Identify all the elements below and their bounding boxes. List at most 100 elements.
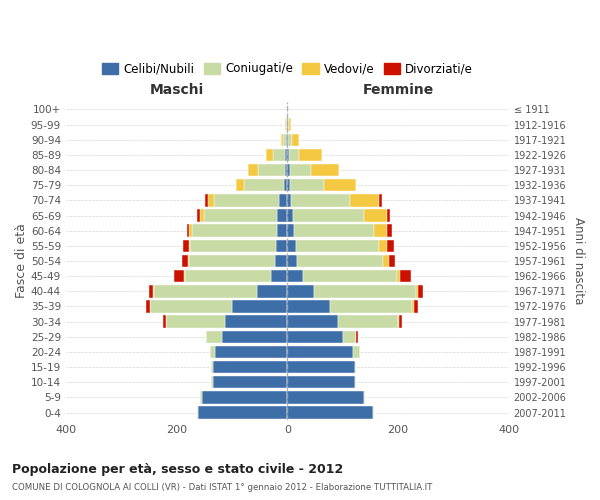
Bar bbox=[296, 240, 379, 252]
Bar bbox=[200, 391, 202, 404]
Bar bbox=[190, 240, 276, 252]
Text: COMUNE DI COLOGNOLA AI COLLI (VR) - Dati ISTAT 1° gennaio 2012 - Elaborazione TU: COMUNE DI COLOGNOLA AI COLLI (VR) - Dati… bbox=[12, 484, 433, 492]
Bar bbox=[166, 316, 226, 328]
Bar bbox=[266, 148, 273, 161]
Bar bbox=[379, 240, 387, 252]
Bar bbox=[215, 346, 287, 358]
Bar bbox=[184, 270, 185, 282]
Bar bbox=[204, 210, 277, 222]
Bar bbox=[287, 376, 355, 388]
Bar bbox=[389, 255, 395, 267]
Bar bbox=[412, 300, 413, 312]
Bar bbox=[311, 164, 340, 176]
Bar bbox=[290, 194, 350, 206]
Bar bbox=[287, 134, 289, 146]
Bar bbox=[364, 391, 365, 404]
Bar bbox=[293, 210, 364, 222]
Bar bbox=[244, 179, 284, 192]
Bar bbox=[286, 134, 287, 146]
Bar bbox=[257, 285, 287, 298]
Bar bbox=[226, 316, 287, 328]
Bar bbox=[287, 240, 296, 252]
Bar bbox=[287, 224, 294, 237]
Bar bbox=[211, 361, 212, 374]
Bar bbox=[214, 194, 279, 206]
Bar bbox=[279, 194, 287, 206]
Bar bbox=[289, 134, 292, 146]
Bar bbox=[287, 316, 338, 328]
Bar bbox=[287, 391, 364, 404]
Text: Femmine: Femmine bbox=[362, 84, 434, 98]
Bar bbox=[182, 240, 190, 252]
Bar bbox=[286, 118, 287, 131]
Bar bbox=[399, 316, 402, 328]
Bar bbox=[287, 210, 293, 222]
Bar bbox=[232, 300, 287, 312]
Bar bbox=[281, 134, 283, 146]
Bar bbox=[383, 255, 389, 267]
Bar bbox=[343, 330, 356, 343]
Bar bbox=[355, 361, 356, 374]
Bar bbox=[294, 224, 374, 237]
Bar bbox=[185, 270, 271, 282]
Bar bbox=[398, 316, 399, 328]
Bar bbox=[288, 118, 289, 131]
Bar bbox=[275, 255, 287, 267]
Bar bbox=[187, 224, 190, 237]
Bar bbox=[287, 148, 289, 161]
Bar bbox=[212, 361, 287, 374]
Bar bbox=[211, 376, 212, 388]
Bar bbox=[287, 361, 355, 374]
Bar bbox=[416, 285, 418, 298]
Bar bbox=[292, 134, 299, 146]
Bar bbox=[287, 270, 303, 282]
Bar bbox=[287, 330, 343, 343]
Bar bbox=[276, 240, 287, 252]
Bar bbox=[182, 255, 188, 267]
Text: Popolazione per età, sesso e stato civile - 2012: Popolazione per età, sesso e stato civil… bbox=[12, 462, 343, 475]
Bar bbox=[287, 346, 353, 358]
Bar bbox=[387, 210, 390, 222]
Bar bbox=[413, 300, 418, 312]
Bar bbox=[418, 285, 423, 298]
Y-axis label: Fasce di età: Fasce di età bbox=[15, 224, 28, 298]
Bar bbox=[287, 300, 331, 312]
Bar bbox=[277, 210, 287, 222]
Bar bbox=[331, 300, 412, 312]
Bar bbox=[273, 148, 285, 161]
Bar bbox=[200, 210, 204, 222]
Bar bbox=[202, 391, 287, 404]
Bar bbox=[324, 179, 356, 192]
Bar bbox=[364, 210, 387, 222]
Bar bbox=[379, 194, 382, 206]
Bar bbox=[222, 330, 287, 343]
Bar bbox=[190, 255, 275, 267]
Bar bbox=[190, 224, 191, 237]
Bar bbox=[287, 285, 314, 298]
Bar bbox=[353, 346, 361, 358]
Bar bbox=[150, 300, 232, 312]
Bar bbox=[388, 224, 392, 237]
Bar bbox=[397, 270, 400, 282]
Bar bbox=[289, 148, 299, 161]
Bar bbox=[355, 376, 356, 388]
Bar bbox=[146, 300, 150, 312]
Bar bbox=[373, 406, 374, 419]
Bar bbox=[387, 240, 394, 252]
Bar bbox=[248, 164, 258, 176]
Bar bbox=[174, 270, 184, 282]
Bar bbox=[163, 316, 166, 328]
Bar bbox=[212, 376, 287, 388]
Bar bbox=[154, 285, 257, 298]
Bar bbox=[338, 316, 398, 328]
Bar bbox=[236, 179, 244, 192]
Bar bbox=[205, 194, 208, 206]
Bar bbox=[287, 255, 297, 267]
Text: Maschi: Maschi bbox=[149, 84, 204, 98]
Bar bbox=[285, 148, 287, 161]
Bar bbox=[299, 148, 322, 161]
Bar bbox=[271, 270, 287, 282]
Bar bbox=[258, 164, 284, 176]
Bar bbox=[283, 134, 286, 146]
Legend: Celibi/Nubili, Coniugati/e, Vedovi/e, Divorziati/e: Celibi/Nubili, Coniugati/e, Vedovi/e, Di… bbox=[100, 60, 475, 78]
